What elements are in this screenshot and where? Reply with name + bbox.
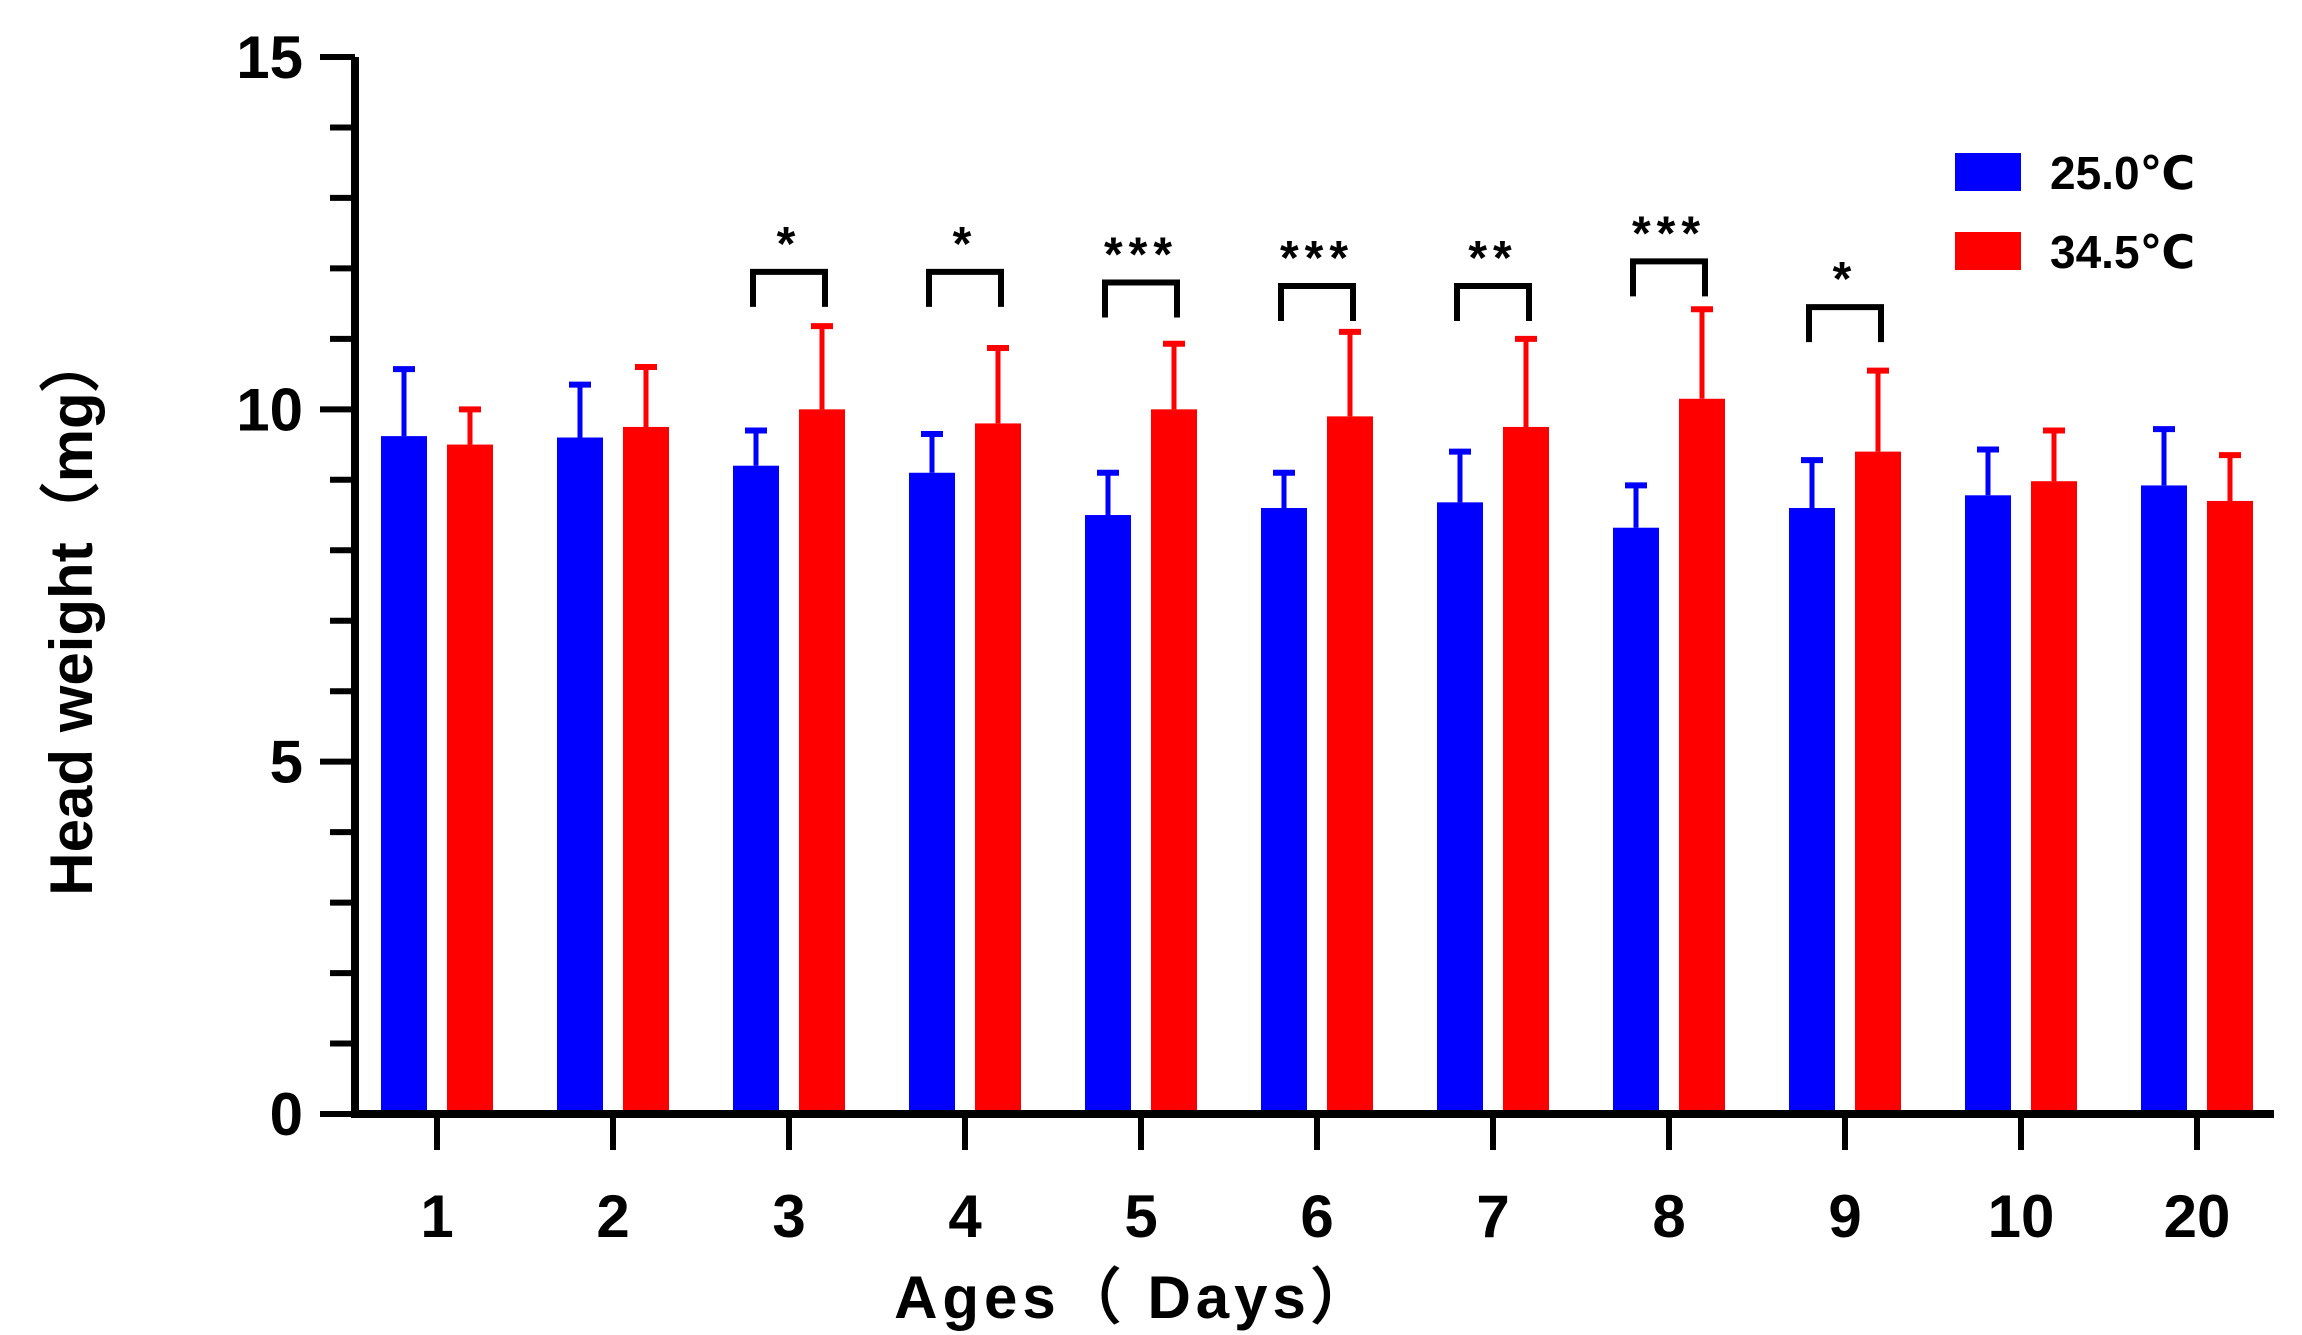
bar-a-1 [381,436,427,1114]
bar-b-20 [2207,500,2253,1114]
x-tick-label-7: 7 [1476,1183,1509,1250]
y-axis-title: Head weight（mg） [38,332,105,895]
bar-a-9 [1789,507,1835,1114]
x-tick-label-4: 4 [948,1183,982,1250]
legend-swatch-25 [1955,153,2021,191]
x-axis-title: Ages（ Days） [894,1264,1376,1331]
x-tick-label-3: 3 [772,1183,805,1250]
x-tick-label-20: 20 [2164,1183,2231,1250]
x-tick-label-10: 10 [1988,1183,2055,1250]
bar-a-20 [2141,485,2187,1114]
error-bars-layer [393,306,2241,528]
bar-b-2 [623,426,669,1114]
significance-label-3: * [777,218,802,271]
y-tick-label-10: 10 [236,376,303,443]
legend-label-34-5: 34.5℃ [2050,226,2195,278]
x-tick-label-2: 2 [596,1183,629,1250]
bar-b-5 [1151,409,1197,1114]
significance-bracket-7 [1454,283,1532,322]
bar-b-8 [1679,398,1725,1115]
bar-a-6 [1261,507,1307,1114]
x-tick-label-5: 5 [1124,1183,1157,1250]
bar-a-10 [1965,495,2011,1114]
significance-bracket-5 [1102,279,1180,318]
bar-a-4 [909,472,955,1115]
y-tick-label-5: 5 [270,729,303,796]
significance-label-6: *** [1280,232,1354,285]
significance-bracket-3 [750,268,828,307]
ticks-layer: 0 5 10 15 1 2 3 4 5 6 7 8 9 10 20 [236,24,2230,1250]
significance-bracket-6 [1278,283,1356,322]
significance-label-4: * [953,218,978,271]
x-tick-label-6: 6 [1300,1183,1333,1250]
axes-layer [351,57,2274,1118]
bar-a-5 [1085,515,1131,1114]
legend-label-25: 25.0℃ [2050,147,2195,199]
bar-b-6 [1327,416,1373,1114]
significance-layer: * * *** *** ** **** [750,207,1884,343]
legend: 25.0℃ 34.5℃ [1955,147,2195,278]
bar-b-3 [799,409,845,1114]
y-tick-label-0: 0 [270,1081,303,1148]
significance-label-7: ** [1468,232,1517,285]
bar-b-7 [1503,426,1549,1114]
bar-b-9 [1855,451,1901,1114]
bar-b-4 [975,423,1021,1115]
bar-a-2 [557,437,603,1114]
bar-a-7 [1437,502,1483,1114]
significance-bracket-8 [1630,258,1708,297]
bar-b-1 [447,444,493,1115]
x-tick-label-9: 9 [1828,1183,1861,1250]
bar-b-10 [2031,481,2077,1114]
bars-layer [381,398,2253,1115]
significance-bracket-4 [926,268,1004,307]
legend-swatch-34-5 [1955,232,2021,270]
x-tick-label-8: 8 [1652,1183,1685,1250]
bar-a-3 [733,465,779,1114]
significance-label-5: *** [1104,228,1178,281]
y-tick-label-15: 15 [236,24,303,91]
significance-label-9: * [1833,253,1858,306]
bar-a-8 [1613,527,1659,1114]
x-tick-label-1: 1 [420,1183,453,1250]
significance-bracket-9 [1806,304,1884,343]
significance-label-8: *** [1632,207,1706,260]
